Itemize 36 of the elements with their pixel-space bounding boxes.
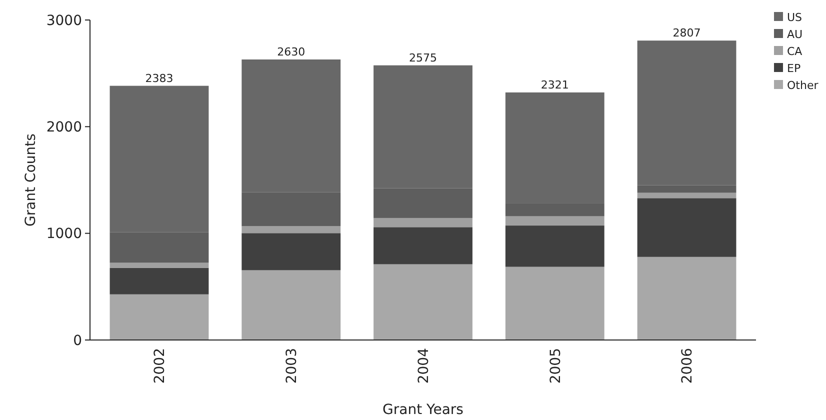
bar xyxy=(242,270,341,340)
bar xyxy=(505,266,604,340)
bar xyxy=(637,256,736,340)
legend-label: Other xyxy=(787,78,819,92)
legend-label: CA xyxy=(787,44,803,58)
bar xyxy=(637,192,736,198)
legend-label: US xyxy=(787,10,802,24)
total-label: 2807 xyxy=(672,26,701,40)
bar xyxy=(242,226,341,234)
bar xyxy=(242,233,341,270)
x-tick-label: 2006 xyxy=(680,348,696,384)
bar xyxy=(374,264,472,340)
legend-label: EP xyxy=(787,62,801,75)
y-tick-label: 0 xyxy=(73,332,82,349)
bar xyxy=(110,268,209,294)
bar xyxy=(374,227,472,264)
x-tick-label: 2003 xyxy=(284,348,300,384)
bar xyxy=(505,226,604,267)
total-label: 2383 xyxy=(145,72,174,85)
x-tick-label: 2005 xyxy=(548,348,564,384)
bar xyxy=(110,294,209,340)
x-axis-title: Grant Years xyxy=(382,402,464,418)
legend-label: AU xyxy=(787,28,803,41)
bar xyxy=(374,218,472,228)
total-label: 2321 xyxy=(540,78,569,92)
y-tick-label: 2000 xyxy=(46,120,82,136)
bar xyxy=(637,198,736,257)
y-tick-label: 1000 xyxy=(46,226,82,242)
total-label: 2575 xyxy=(409,51,437,64)
x-tick-label: 2002 xyxy=(152,348,168,384)
x-tick-label: 2004 xyxy=(416,348,432,384)
bar xyxy=(505,216,604,226)
y-tick-label: 3000 xyxy=(46,12,82,29)
bar xyxy=(110,262,209,268)
y-axis-title: Grant Counts xyxy=(23,134,39,226)
total-label: 2630 xyxy=(277,45,306,58)
